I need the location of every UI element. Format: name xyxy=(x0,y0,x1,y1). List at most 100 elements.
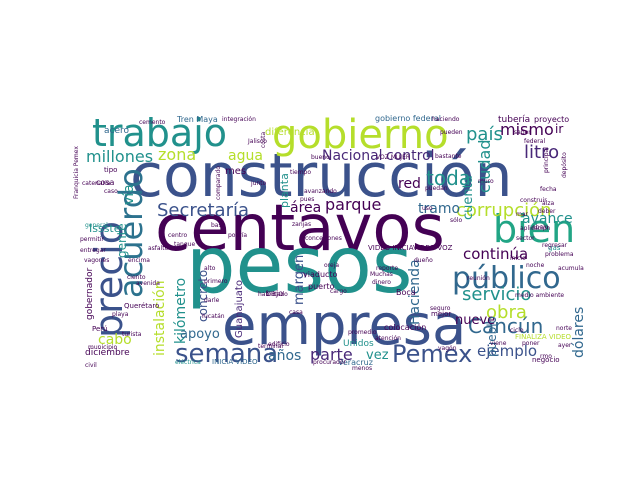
word-integración: integración xyxy=(222,116,256,123)
word-planta: planta xyxy=(278,173,291,208)
word-inicia-video: INICIA VIDEO xyxy=(212,358,258,366)
word-problema: problema xyxy=(545,251,574,258)
word-acuerdo: acuerdo xyxy=(112,168,150,298)
word-toda: toda xyxy=(426,166,471,190)
word-trabajo: trabajo xyxy=(92,111,227,155)
word-promedio: promedio xyxy=(348,329,377,336)
word-corrupción: corrupción xyxy=(456,200,552,221)
word-caso: caso xyxy=(104,188,118,195)
word-general: general xyxy=(85,222,108,229)
word-alto: alto xyxy=(204,265,216,272)
word-cabo: cabo xyxy=(98,332,132,348)
word-gobierno: gobierno xyxy=(272,112,449,158)
word-principal: principal xyxy=(543,147,550,173)
word-parque: parque xyxy=(325,195,381,214)
word-vía: vía xyxy=(121,184,137,205)
word-base: base xyxy=(211,222,226,229)
word-cuenta: cuenta xyxy=(461,175,476,220)
word-franquicia-pemex: Franquicia Pemex xyxy=(73,146,80,199)
word-rmo: rmo xyxy=(540,353,552,360)
word-turista: turista xyxy=(122,331,142,338)
word-vez: vez xyxy=(366,348,389,363)
word-veracruz: Veracruz xyxy=(338,358,373,367)
word-vagones: vagones xyxy=(84,257,109,264)
word-diciembre: diciembre xyxy=(85,348,130,358)
word-pueblo: pueblo xyxy=(485,316,499,357)
word-atención: atención xyxy=(375,335,401,342)
word-dinero: dinero xyxy=(372,279,391,286)
word-permitir: permitir xyxy=(80,236,104,243)
word-reunión: reunión xyxy=(467,275,490,282)
word-voz-mujer: VOZ MUJER xyxy=(376,154,410,161)
word-podría: podría xyxy=(228,232,247,239)
word-continúa: continúa xyxy=(463,245,528,263)
word-construir: construir xyxy=(520,197,547,204)
word-tubería: tubería xyxy=(498,115,530,125)
word-civil: civil xyxy=(85,362,97,369)
word-poner: poner xyxy=(522,340,540,347)
word-tramo: tramo xyxy=(418,201,460,217)
word-años: años xyxy=(268,348,301,364)
word-video-inicia: VIDEO INICIA xyxy=(368,244,414,252)
word-video-voz: VIDEO VOZ xyxy=(413,244,453,252)
word-pemex: Pemex xyxy=(392,340,472,368)
word-construcción: construcción xyxy=(130,141,513,211)
word-jalisco: Jalisco xyxy=(247,138,267,145)
word-viene: viene xyxy=(490,340,507,347)
word-concreto: concreto xyxy=(196,270,210,322)
word-issste: Issste xyxy=(89,222,121,235)
word-hacienda: Hacienda xyxy=(407,259,423,325)
word-junto: junto xyxy=(250,180,267,187)
word-alza: alza xyxy=(542,200,554,207)
word-gobernador: gobernador xyxy=(85,268,95,320)
word-haciendo: haciendo xyxy=(432,116,460,123)
word-muchas: Muchas xyxy=(370,271,393,278)
word-pues: pues xyxy=(300,196,314,203)
word-tanque: tanque xyxy=(174,241,195,248)
word-muro: muro xyxy=(478,178,494,185)
word-seguro: seguro xyxy=(430,305,451,312)
word-puedan: puedan xyxy=(425,185,448,192)
word-cargo: cargo xyxy=(330,288,347,295)
word-unidos: Unidos xyxy=(343,339,374,349)
word-habilitado: habilitado xyxy=(258,291,288,298)
word-sector: sector xyxy=(516,235,535,242)
word-abajo: abajo xyxy=(532,224,549,231)
word-aplicación: aplicación xyxy=(520,225,550,232)
word-encima: encima xyxy=(128,257,150,264)
word-puerto: puerto xyxy=(308,282,334,291)
word-zanjas: zanjas xyxy=(292,221,311,228)
word-guanajuato: Guanajuato xyxy=(234,280,245,338)
word-tren-maya: Tren Maya xyxy=(176,115,218,124)
word-depósito: depósito xyxy=(561,152,568,178)
word-obra: obra xyxy=(486,302,527,323)
word-catenaria: catenaria xyxy=(82,180,111,187)
word-norte: norte xyxy=(556,325,572,332)
word-control: control xyxy=(386,148,435,164)
word-perú: Perú xyxy=(92,325,108,333)
word-uso: uso xyxy=(422,205,433,212)
word-entregar: entregar xyxy=(80,247,106,254)
word-bastante: bastante xyxy=(435,153,462,160)
word-nacional: Nacional xyxy=(322,148,383,164)
word-ayer: ayer xyxy=(558,342,572,349)
word-darle: darle xyxy=(204,297,220,304)
word-primero: primero xyxy=(204,278,228,285)
word-comparado: comparado xyxy=(215,166,222,200)
word-terminal: terminal xyxy=(258,343,283,350)
word-avanzando: avanzando xyxy=(304,188,337,195)
word-ciclo: ciclo xyxy=(510,327,524,334)
word-zona: zona xyxy=(158,145,196,164)
word-bajo: bajo xyxy=(266,289,283,298)
word-parte: parte xyxy=(310,345,353,364)
word-proyecto: proyecto xyxy=(534,115,569,124)
word-yucatán: Yucatán xyxy=(200,313,225,320)
word-ciento: ciento xyxy=(127,274,146,281)
word-bien: bien xyxy=(493,207,575,251)
word-fecha: fecha xyxy=(540,186,557,193)
word-oreja: oreja xyxy=(324,262,339,269)
word-regresar: regresar xyxy=(542,242,568,249)
word-ciudad: ciudad xyxy=(475,140,494,194)
word-acumula: acumula xyxy=(558,265,584,272)
